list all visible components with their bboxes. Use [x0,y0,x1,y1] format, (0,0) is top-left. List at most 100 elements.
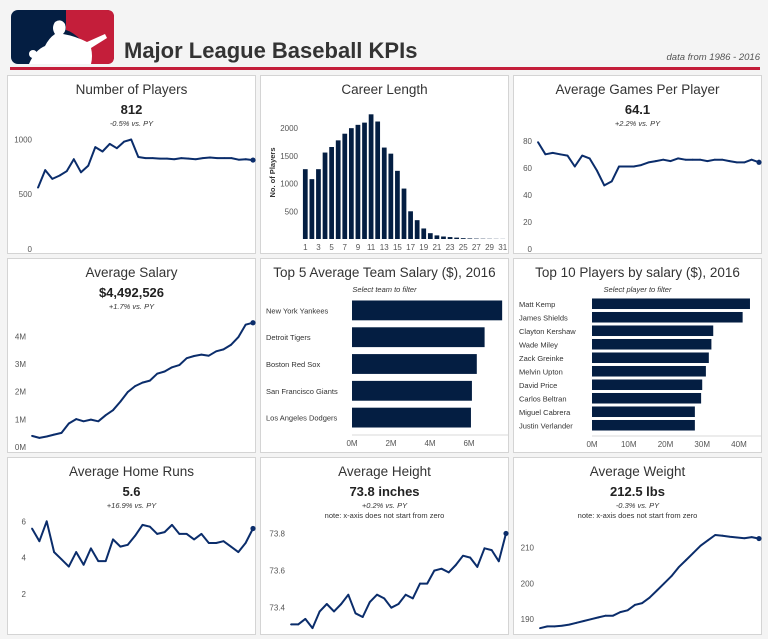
data-point [588,157,591,160]
x-tick-label: 10M [621,440,637,449]
data-point [626,609,629,612]
data-point [419,582,421,585]
data-point [141,381,144,384]
data-point [354,612,357,615]
data-point [559,153,561,156]
filter-hint: Select team to filter [352,285,417,294]
panel-title: Average Height [338,464,431,479]
data-point [290,623,292,626]
bar [352,354,477,374]
average-weight-panel[interactable]: 190 200 210 Average Weight 212.5 lbs -0.3%… [513,457,762,635]
home-runs-panel[interactable]: 2 4 6 Average Home Runs 5.6 +16.9% vs. PY [7,457,256,635]
histogram-bar [329,147,334,239]
data-point [90,547,92,550]
y-tick-label: 20 [523,218,532,227]
panel-title: Career Length [341,82,428,97]
y-tick-label: 4M [15,332,26,341]
data-point [750,536,753,539]
data-point [230,157,233,159]
bar [592,352,709,364]
data-point [144,157,147,159]
y-tick-label: 40 [523,191,532,200]
data-point [390,606,393,609]
histogram-bar [342,133,348,239]
x-tick-label: 27 [472,243,481,252]
x-tick-label: 40M [731,440,747,449]
histogram-bar [460,238,466,239]
data-point [38,436,41,439]
weight-line-chart: 190 200 210 [521,534,762,630]
histogram-bar [348,128,354,239]
data-point [82,563,85,566]
series-line [539,534,760,630]
player-salary-panel[interactable]: Matt Kemp James Shields Clayton Kershaw Wad… [513,258,762,453]
team-salary-panel[interactable]: New York Yankees Detroit Tigers Boston Red… [260,258,509,453]
average-height-panel[interactable]: 73.4 73.6 73.8 Average Height 73.8 inches … [260,457,509,635]
player-salary-bar-chart[interactable]: Matt Kemp James Shields Clayton Kershaw Wad… [514,259,763,454]
y-tick-label: 500 [19,190,33,199]
data-point [318,610,321,613]
x-tick-label: 3 [316,243,321,252]
data-point [663,582,665,585]
games-per-player-panel[interactable]: 0 20 40 60 80 Average Games Per Player 64.1 … [513,75,762,254]
bar [592,325,714,337]
histogram-bar [434,235,440,239]
data-point [173,158,176,161]
data-point [65,170,68,173]
data-point [736,536,738,539]
data-point [72,158,75,161]
histogram-bar [427,233,433,239]
data-point [97,420,100,423]
category-label: San Francisco Giants [266,387,338,396]
data-point [237,336,240,339]
data-point [45,435,48,438]
data-point [134,534,137,537]
data-point [112,409,114,412]
data-point [632,165,635,168]
histogram-bar [454,237,460,239]
data-point [383,597,386,600]
y-tick-label: 4 [22,554,27,563]
data-point [497,560,500,563]
data-point [237,551,240,553]
bar [352,407,471,428]
team-salary-bar-chart[interactable]: New York Yankees Detroit Tigers Boston Red… [261,259,510,454]
data-point [714,534,717,536]
mlb-logo-icon [11,10,114,64]
salary-line-chart: 0M 1M 2M 3M 4M [15,320,256,452]
data-point [304,617,307,620]
data-point [80,171,82,174]
data-point [209,156,211,159]
data-point [544,153,547,156]
data-point [207,354,210,357]
histogram-bar [335,140,341,239]
career-length-panel[interactable]: 500 1000 1500 2000 No. of Players 1 3 5 7 9 11 13 15… [260,75,509,254]
kpi-value: 73.8 inches [349,484,420,499]
data-point [568,623,571,626]
number-of-players-panel[interactable]: 0 500 1000 Number of Players 812 -0.5% vs.… [7,75,256,254]
histogram-bar [395,170,400,239]
y-tick-label: 1M [15,415,26,424]
category-label: Melvin Upton [519,367,563,376]
x-tick-label: 4M [424,439,435,448]
data-point [634,603,636,606]
data-point [44,169,47,172]
kpi-change: -0.3% vs. PY [615,501,660,510]
series-line [37,138,254,189]
data-point [230,344,232,346]
data-point [721,534,724,537]
x-tick-label: 7 [343,243,348,252]
average-salary-panel[interactable]: 0M 1M 2M 3M 4M Average Salary $4,492,526 +1.… [7,258,256,453]
kpi-change: -0.5% vs. PY [109,119,154,128]
data-point [647,161,650,164]
histogram-bar [309,179,315,239]
y-tick-label: 1000 [280,180,298,189]
y-tick-label: 0 [528,245,533,254]
data-point [619,611,622,613]
x-tick-label: 23 [446,243,455,252]
y-tick-label: 2M [15,388,26,397]
bar [592,365,706,377]
data-point [376,593,378,596]
filter-hint: Select player to filter [603,285,672,294]
y-tick-label: 80 [523,137,532,146]
